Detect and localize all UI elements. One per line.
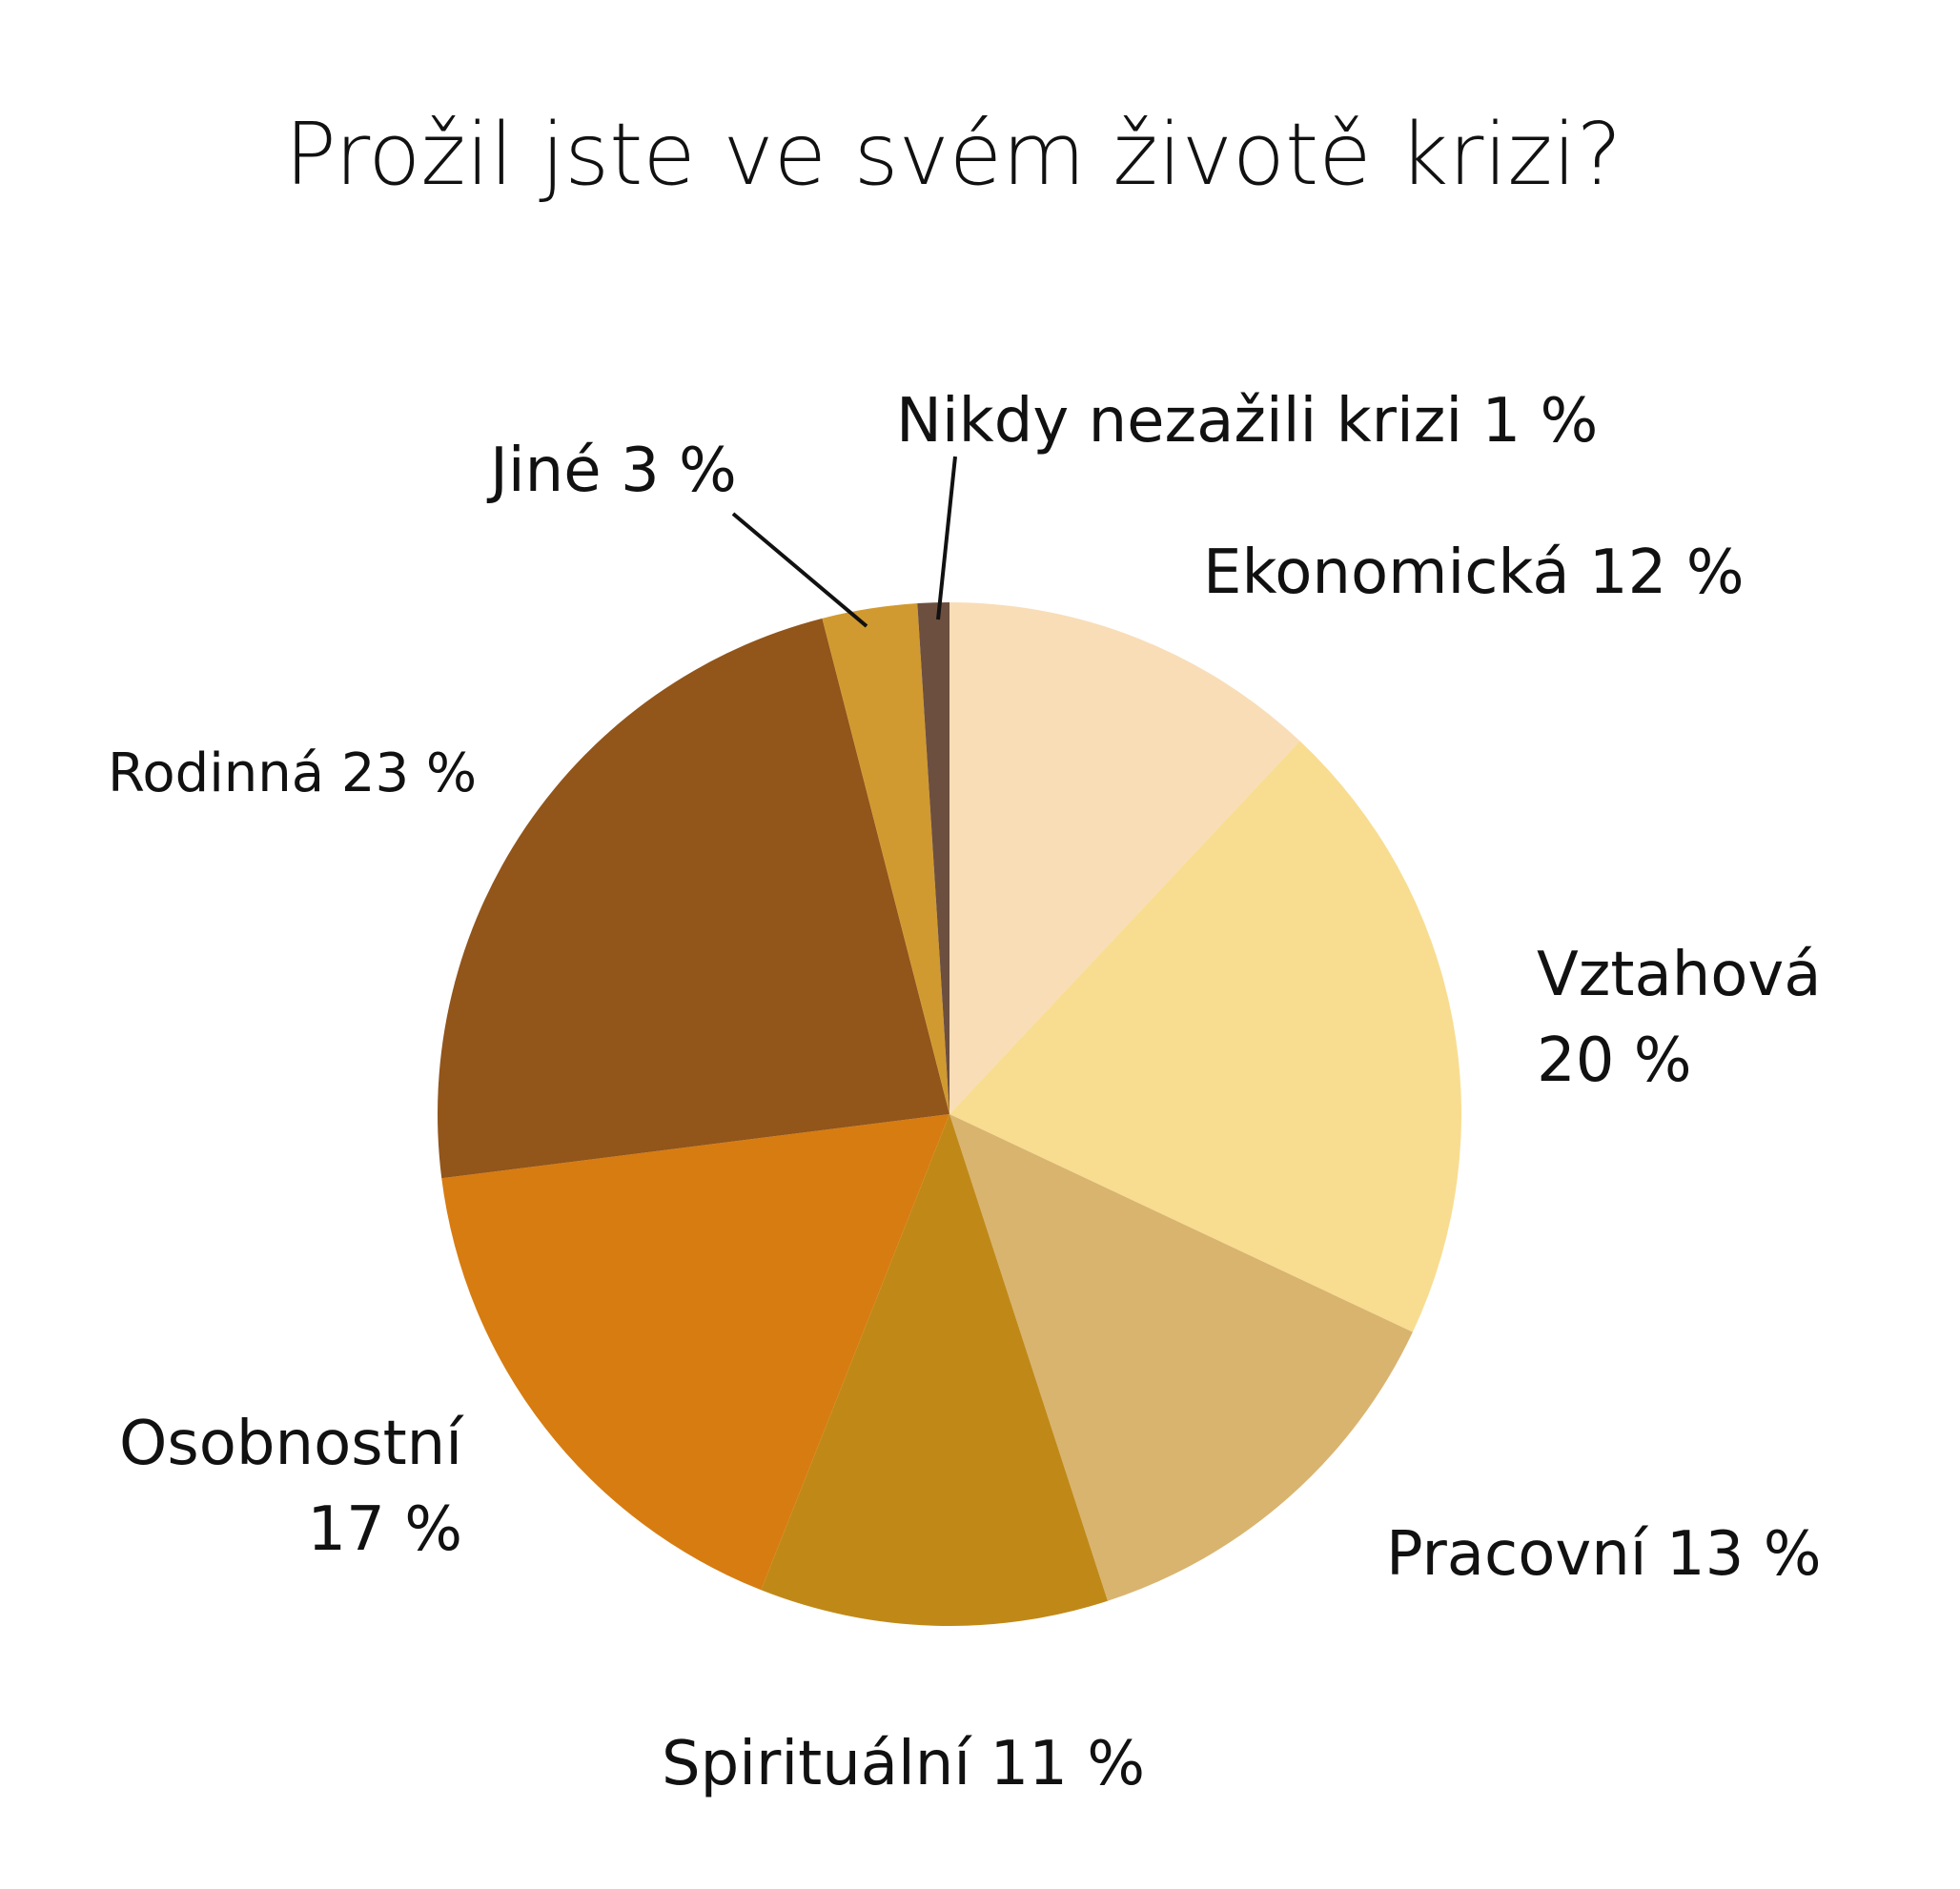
pie-slice-7 [917,602,949,1114]
pie-slice-1 [949,741,1461,1332]
slice-label-nikdy: Nikdy nezažili krizi 1 % [896,386,1598,457]
pie-slice-4 [441,1114,950,1591]
pie-slice-2 [949,1114,1413,1601]
pie-slice-3 [761,1114,1108,1627]
pie-slices [438,602,1461,1627]
slice-label-jine: Jiné 3 % [486,436,737,506]
pie-slice-5 [438,618,949,1179]
slice-label-vztahova-name: Vztahová [1537,940,1822,1010]
slice-label-pracovni: Pracovní 13 % [1386,1519,1822,1590]
slice-label-rodinna: Rodinná 23 % [108,742,477,804]
slice-label-spiritualni: Spirituální 11 % [662,1729,1145,1799]
slice-label-osobnostni-name: Osobnostní [119,1409,464,1479]
slice-label-osobnostni-value: 17 % [307,1494,462,1565]
leader-lines [731,456,957,628]
pie-slice-0 [949,602,1300,1114]
leader-line-jine [731,512,868,628]
slice-label-vztahova-value: 20 % [1537,1026,1692,1096]
slice-labels: Ekonomická 12 % Vztahová 20 % Pracovní 1… [108,386,1822,1799]
slice-label-ekonomicka: Ekonomická 12 % [1203,538,1745,608]
chart-title: Prožil jste ve svém životě krizi? [285,105,1623,205]
leader-line-nikdy [936,456,957,620]
pie-slice-6 [822,603,949,1114]
